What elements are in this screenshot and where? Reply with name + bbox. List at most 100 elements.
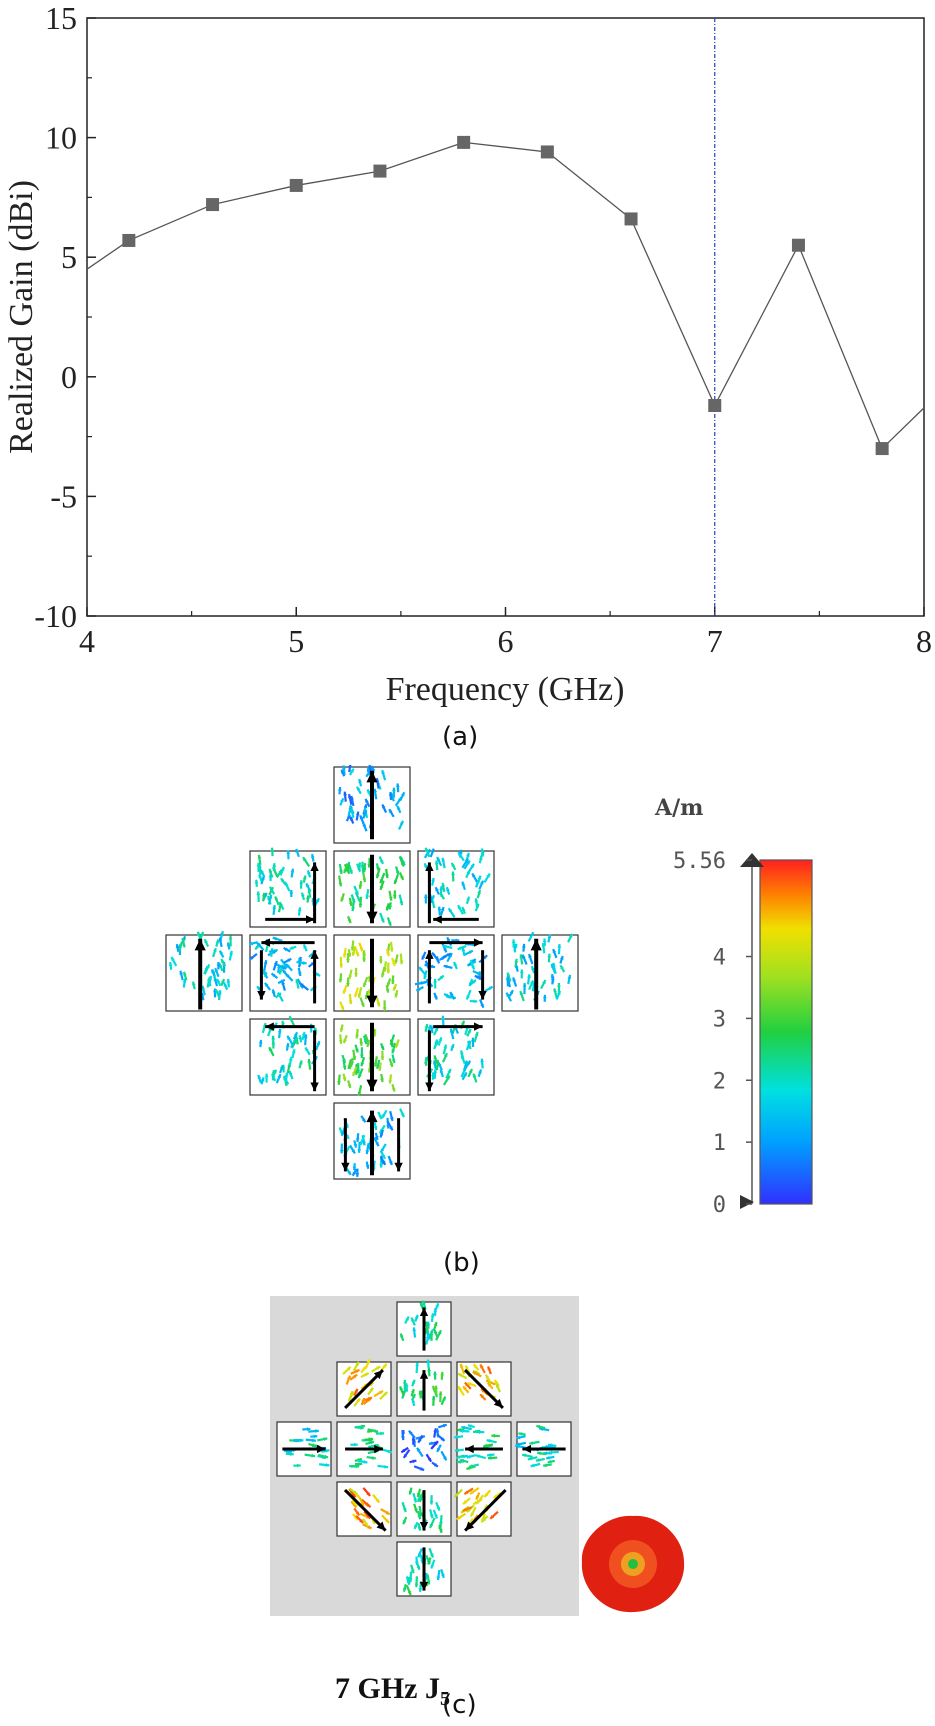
current-vector-head xyxy=(427,1457,432,1462)
current-vector-head xyxy=(515,1444,520,1449)
current-vector-head xyxy=(359,815,364,820)
current-vector-head xyxy=(456,1459,461,1464)
current-vector-head xyxy=(389,947,394,952)
current-vector-head xyxy=(455,1448,459,1453)
colorbar-tick-label: 4 xyxy=(713,946,726,971)
current-vector-head xyxy=(357,993,362,998)
current-vector-head xyxy=(374,1136,379,1140)
patch-cell xyxy=(336,1358,392,1417)
current-vector-head xyxy=(435,1428,440,1433)
current-vector-head xyxy=(466,896,470,901)
dominant-current-arrowhead xyxy=(419,1370,429,1379)
current-vector-head xyxy=(307,888,312,893)
current-vector-head xyxy=(183,971,187,976)
dominant-current-arrowhead xyxy=(305,915,315,924)
patch-cell xyxy=(249,847,327,928)
colorbar-tick-label: 2 xyxy=(713,1069,726,1094)
current-vector-head xyxy=(388,896,393,901)
current-vector-head xyxy=(277,992,282,997)
current-vector-head xyxy=(316,972,321,976)
current-vector-head xyxy=(464,1490,469,1495)
current-vector-head xyxy=(379,879,384,884)
dominant-current-arrowhead xyxy=(310,950,319,959)
current-vector-head xyxy=(440,1437,445,1441)
current-vector-head xyxy=(219,950,224,955)
dominant-current-arrowhead xyxy=(257,990,266,1000)
current-vector-head xyxy=(527,974,531,979)
current-vector-head xyxy=(389,1062,394,1067)
current-vector-head xyxy=(325,1449,330,1453)
current-vector-head xyxy=(342,1077,347,1082)
current-vector-head xyxy=(303,944,308,949)
current-vector-head xyxy=(355,1464,360,1468)
current-vector-head xyxy=(303,857,307,862)
current-vector-head xyxy=(346,1375,351,1380)
current-vector-head xyxy=(435,1303,439,1308)
current-vector-head xyxy=(434,1039,438,1044)
data-point-marker xyxy=(540,145,554,159)
current-vector-head xyxy=(463,1072,467,1077)
current-vector-head xyxy=(443,1053,448,1058)
current-vector-head xyxy=(386,982,391,987)
current-vector-head xyxy=(356,786,361,791)
dominant-current-arrowhead xyxy=(473,1022,483,1031)
current-vector-head xyxy=(477,1499,481,1504)
current-vector-head xyxy=(373,1062,378,1067)
current-vector-head xyxy=(416,1565,421,1570)
current-vector-head xyxy=(289,946,294,950)
current-vector-head xyxy=(272,863,277,867)
current-vector-head xyxy=(444,993,449,998)
current-vector-head xyxy=(491,1433,496,1438)
current-vector-head xyxy=(439,975,444,980)
patch-cell xyxy=(414,934,495,1012)
dominant-current-arrowhead xyxy=(419,1307,429,1317)
current-vector-head xyxy=(355,1361,359,1366)
current-vector-head xyxy=(292,1039,297,1044)
y-tick-label: -5 xyxy=(50,478,77,514)
current-vector-head xyxy=(371,1456,376,1460)
current-vector-head xyxy=(461,1020,465,1025)
current-vector-head xyxy=(475,1495,480,1500)
data-point-marker xyxy=(289,178,303,192)
current-vector-head xyxy=(387,921,392,926)
current-vector-head xyxy=(347,1065,352,1069)
current-vector-head xyxy=(367,1397,372,1401)
current-vector-head xyxy=(256,862,261,867)
current-vector-head xyxy=(340,1006,345,1011)
current-vector-head xyxy=(441,1015,445,1020)
current-vector-head xyxy=(356,1398,361,1403)
current-vector-head xyxy=(512,977,517,982)
current-vector-head xyxy=(313,1434,318,1439)
current-vector-head xyxy=(218,937,223,942)
current-vector-head xyxy=(542,994,547,999)
current-vector-head xyxy=(435,887,439,892)
current-vector-head xyxy=(260,1077,265,1082)
current-vector-head xyxy=(474,1032,479,1037)
current-vector-head xyxy=(446,953,451,957)
current-vector-head xyxy=(286,850,291,854)
current-vector-head xyxy=(427,1367,431,1372)
current-vector-head xyxy=(366,1043,371,1047)
current-vector-head xyxy=(269,1047,273,1052)
current-vector-head xyxy=(440,1371,445,1376)
current-vector-head xyxy=(446,937,451,942)
colorbar-tick-label: 1 xyxy=(713,1131,726,1156)
current-vector-head xyxy=(363,983,367,988)
current-vector-head xyxy=(324,1454,329,1459)
current-vector-head xyxy=(341,1131,345,1136)
dominant-current-arrowhead xyxy=(310,862,319,872)
current-vector xyxy=(348,765,352,773)
current-vector-head xyxy=(287,1035,291,1040)
current-vector-head xyxy=(399,820,404,825)
current-vector-head xyxy=(297,972,302,976)
current-vector-head xyxy=(414,1508,418,1513)
current-vector-head xyxy=(430,1025,434,1030)
current-vector-head xyxy=(220,931,224,936)
current-vector-head xyxy=(388,1160,393,1165)
panel-label-c: (c) xyxy=(442,1690,477,1720)
current-vector-head xyxy=(379,885,384,890)
current-vector-head xyxy=(312,1443,316,1447)
current-vector-head xyxy=(411,1379,416,1384)
data-point-marker xyxy=(875,442,889,456)
colorbar-tick-label: 5.56 xyxy=(673,849,726,874)
